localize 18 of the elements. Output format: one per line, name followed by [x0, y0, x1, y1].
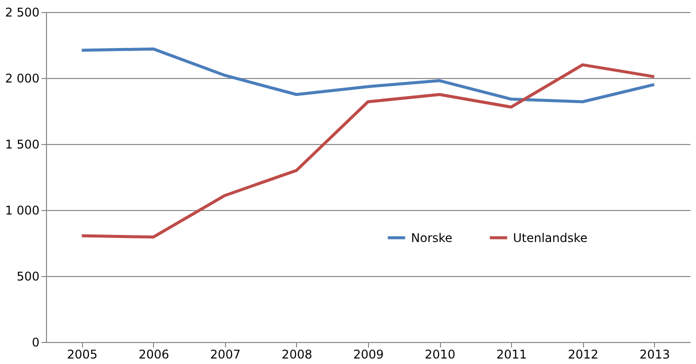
x-tick-label: 2005 — [67, 348, 98, 362]
y-tick-label: 1 500 — [5, 138, 40, 152]
x-tick-label: 2013 — [639, 348, 670, 362]
x-tick-label: 2008 — [282, 348, 312, 362]
y-tick-label: 1 000 — [5, 204, 40, 218]
line-series — [80, 47, 656, 104]
x-tick-label: 2007 — [210, 348, 241, 362]
x-tick-label: 2006 — [138, 348, 170, 362]
y-tick-label: 2 000 — [5, 72, 40, 86]
x-tick-label: 2009 — [353, 348, 384, 362]
x-tick-label: 2011 — [496, 348, 527, 362]
legend-label: Utenlandske — [513, 230, 588, 245]
y-tick-label: 0 — [32, 336, 40, 350]
y-tick-label: 500 — [16, 270, 40, 284]
y-tick-label: 2 500 — [5, 6, 40, 20]
x-tick-label: 2010 — [424, 348, 456, 362]
x-tick-label: 2012 — [568, 348, 598, 362]
legend-label: Norske — [411, 230, 452, 245]
